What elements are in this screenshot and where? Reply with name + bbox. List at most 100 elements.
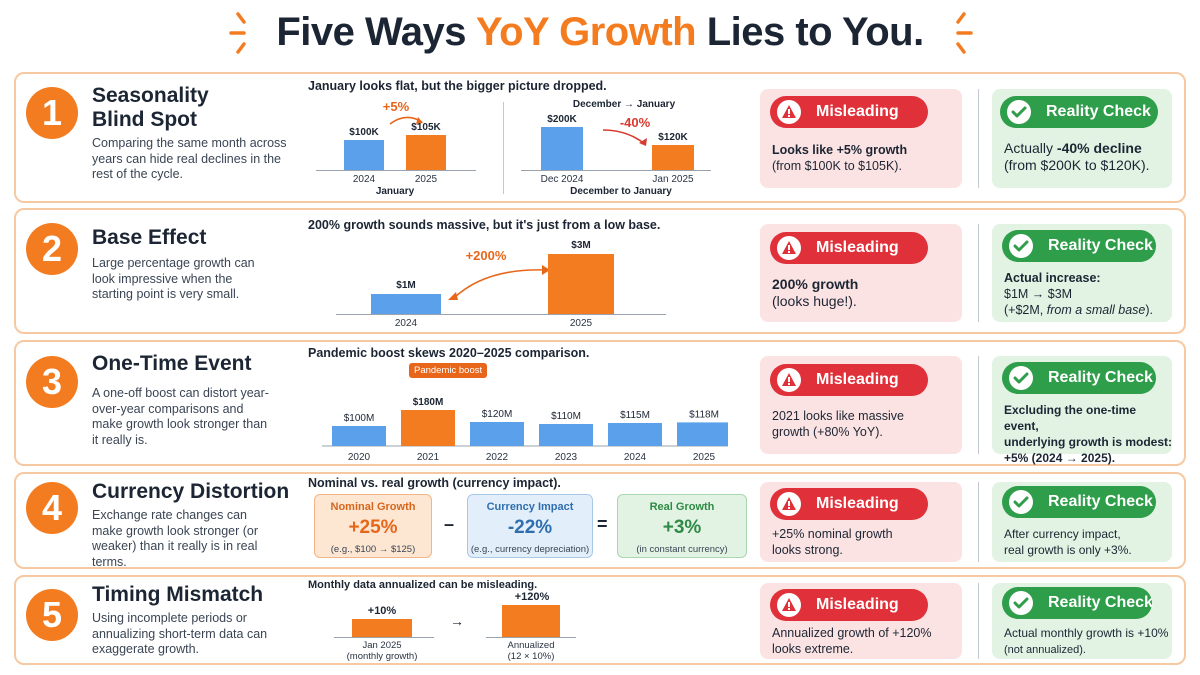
- bar-label: 2021: [417, 452, 440, 463]
- misleading-badge: Misleading: [770, 488, 928, 520]
- reality-text: After currency impact, real growth is onl…: [1004, 527, 1132, 557]
- bar-label: 2024: [394, 318, 418, 329]
- arrow-icon: →: [450, 613, 464, 629]
- misleading-text: 200% growth (looks huge!).: [772, 276, 859, 309]
- title-bar: Five Ways YoY Growth Lies to You.: [0, 0, 1200, 68]
- curved-arrow-icon: [602, 129, 647, 146]
- warning-icon: [777, 368, 801, 392]
- annotation-tag: Pandemic boost: [409, 363, 488, 378]
- box-value: +3%: [662, 517, 702, 538]
- check-icon: [1009, 591, 1033, 615]
- chart-header: December → January: [572, 99, 676, 110]
- bar-value-label: $118M: [689, 409, 719, 420]
- bar-value-label: $105K: [411, 122, 441, 133]
- misleading-text: 2021 looks like massive growth (+80% YoY)…: [772, 409, 905, 439]
- box-title: Nominal Growth: [330, 501, 416, 513]
- card-timing-mismatch: 5 Timing Mismatch Using incomplete perio…: [14, 575, 1186, 665]
- chart-caption: December to January: [570, 186, 672, 197]
- bar-value-label: $3M: [571, 240, 591, 251]
- divider: [978, 356, 979, 454]
- reality-badge: Reality Check: [1002, 362, 1156, 394]
- bar-label: Jan 2025: [652, 174, 694, 185]
- misleading-text: Annualized growth of +120% looks extreme.: [772, 626, 932, 656]
- bar-value-label: $100M: [344, 413, 375, 424]
- chart-axis: [521, 170, 711, 171]
- misleading-text: +25% nominal growth looks strong.: [772, 527, 893, 557]
- misleading-badge: Misleading: [770, 232, 928, 264]
- bar-2025-january: [406, 135, 446, 170]
- bar-2025: [677, 422, 728, 446]
- bar-value-label: $115M: [620, 410, 650, 421]
- step-number: 3: [26, 356, 78, 408]
- box-value: -22%: [507, 517, 553, 538]
- misleading-text: Looks like +5% growth (from $100K to $105…: [772, 143, 908, 173]
- card-description: Exchange rate changes can make growth lo…: [92, 508, 259, 569]
- card-title: Timing Mismatch: [92, 583, 264, 606]
- visual-heading: 200% growth sounds massive, but it's jus…: [308, 218, 661, 232]
- step-number: 4: [26, 482, 78, 534]
- bar-value-label: $120K: [658, 132, 688, 143]
- visual-heading: January looks flat, but the bigger pictu…: [308, 79, 607, 93]
- warning-icon: [777, 100, 801, 124]
- change-label: +5%: [382, 99, 410, 114]
- divider: [978, 224, 979, 322]
- bar-value-label: $100K: [349, 127, 379, 138]
- bar-label: Annualized (12 × 10%): [507, 640, 555, 662]
- chart-axis: [486, 637, 576, 638]
- divider: [978, 482, 979, 562]
- bar-value-label: $1M: [396, 280, 416, 291]
- card-description: Large percentage growth can look impress…: [92, 256, 255, 301]
- bar-annualized: [502, 605, 560, 637]
- check-icon: [1009, 234, 1033, 258]
- currency-impact-box: Currency Impact -22% (e.g., currency dep…: [467, 494, 593, 558]
- step-number: 1: [26, 87, 78, 139]
- check-icon: [1009, 366, 1033, 390]
- check-icon: [1007, 100, 1031, 124]
- bar-2022: [470, 422, 524, 446]
- card-description: Comparing the same month across years ca…: [92, 136, 287, 181]
- chart-caption: January: [375, 186, 415, 197]
- bar-label: 2025: [414, 174, 438, 185]
- card-currency-distortion: 4 Currency Distortion Exchange rate chan…: [14, 472, 1186, 569]
- nominal-growth-box: Nominal Growth +25% (e.g., $100 → $125): [314, 494, 432, 558]
- card-description: A one-off boost can distort year-over-ye…: [92, 386, 269, 447]
- reality-badge: Reality Check: [1000, 96, 1158, 128]
- chart-axis: [316, 170, 476, 171]
- bar-value-label: $180M: [413, 397, 444, 408]
- check-icon: [1009, 490, 1033, 514]
- bar-2024: [371, 294, 441, 314]
- curved-arrow-icon: [448, 265, 550, 300]
- reality-badge: Reality Check: [1002, 486, 1156, 518]
- bar-value-label: $120M: [482, 409, 513, 420]
- spark-right-icon: [956, 12, 973, 54]
- visual-heading: Monthly data annualized can be misleadin…: [308, 579, 538, 591]
- bar-2024: [608, 423, 662, 446]
- box-title: Currency Impact: [486, 501, 574, 513]
- bar-label: Jan 2025 (monthly growth): [346, 640, 418, 662]
- bar-2021: [401, 410, 455, 446]
- bar-dec-2024: [541, 127, 583, 170]
- box-value: +25%: [348, 517, 398, 538]
- reality-badge: Reality Check: [1002, 230, 1156, 262]
- visual-heading: Pandemic boost skews 2020–2025 compariso…: [308, 346, 590, 360]
- bar-jan-2025: [652, 145, 694, 170]
- box-subtext: (e.g., $100 → $125): [330, 544, 416, 555]
- reality-text: Actual monthly growth is +10% (not annual…: [1004, 626, 1169, 656]
- bar-label: 2022: [486, 452, 509, 463]
- change-label: -40%: [619, 115, 651, 130]
- real-growth-box: Real Growth +3% (in constant currency): [617, 494, 747, 558]
- bar-label: 2020: [348, 452, 371, 463]
- warning-icon: [777, 593, 801, 617]
- card-description: Using incomplete periods or annualizing …: [92, 611, 268, 656]
- equals-operator: =: [597, 514, 608, 534]
- reality-badge: Reality Check: [1002, 587, 1153, 619]
- divider: [978, 89, 979, 188]
- misleading-badge: Misleading: [770, 364, 928, 396]
- bar-label: 2024: [624, 452, 647, 463]
- chart-axis: [336, 314, 666, 315]
- step-number: 5: [26, 589, 78, 641]
- box-title: Real Growth: [649, 501, 715, 513]
- curved-arrow-icon: [389, 116, 423, 125]
- visual-heading: Nominal vs. real growth (currency impact…: [308, 476, 561, 490]
- card-title: Currency Distortion: [92, 480, 290, 503]
